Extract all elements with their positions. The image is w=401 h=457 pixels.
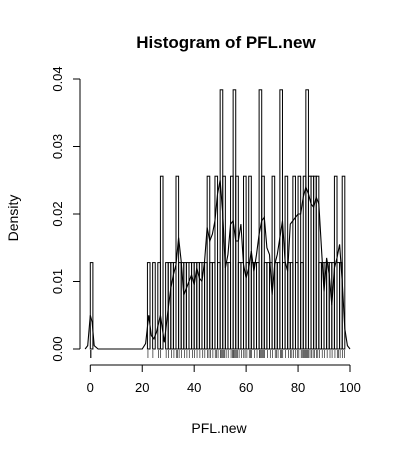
density-curve-layer bbox=[84, 180, 351, 350]
x-tick-label: 100 bbox=[339, 380, 361, 395]
density-curve bbox=[84, 180, 351, 350]
histogram-bars bbox=[89, 89, 346, 350]
chart-title: Histogram of PFL.new bbox=[136, 33, 316, 52]
x-tick-label: 0 bbox=[87, 380, 94, 395]
histogram-bar bbox=[89, 262, 94, 350]
histogram-bar bbox=[159, 175, 164, 350]
rug-plot bbox=[90, 350, 345, 358]
x-tick-label: 80 bbox=[291, 380, 305, 395]
histogram-bar bbox=[341, 175, 346, 350]
y-axis-label: Density bbox=[5, 195, 21, 242]
x-tick-label: 40 bbox=[187, 380, 201, 395]
y-axis: 0.00 0.01 0.02 0.03 0.04 bbox=[50, 66, 81, 362]
y-tick-label: 0.02 bbox=[50, 201, 65, 226]
x-tick-label: 20 bbox=[135, 380, 149, 395]
x-axis-label: PFL.new bbox=[191, 420, 247, 436]
histogram-bar bbox=[146, 262, 151, 350]
y-tick-label: 0.00 bbox=[50, 336, 65, 361]
y-tick-label: 0.04 bbox=[50, 66, 65, 91]
x-axis: 0 20 40 60 80 100 bbox=[87, 364, 361, 395]
y-tick-label: 0.01 bbox=[50, 269, 65, 294]
y-tick-label: 0.03 bbox=[50, 134, 65, 159]
histogram-bar bbox=[279, 89, 283, 350]
x-tick-label: 60 bbox=[239, 380, 253, 395]
histogram-bar bbox=[152, 262, 156, 350]
